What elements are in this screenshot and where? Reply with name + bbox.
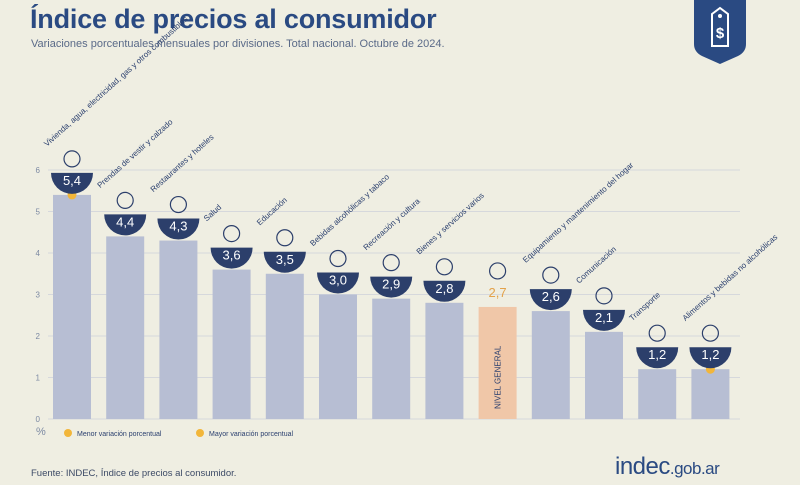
- category-label: Recreación y cultura: [362, 196, 423, 252]
- brand-main: indec: [615, 453, 670, 480]
- legend: Menor variación porcentual Mayor variaci…: [64, 429, 293, 438]
- value-label: 1,2: [648, 347, 666, 362]
- y-tick-label: 4: [36, 249, 41, 258]
- value-label: 1,2: [701, 347, 719, 362]
- category-label: NIVEL GENERAL: [494, 345, 503, 409]
- value-label: 2,8: [435, 281, 453, 296]
- bar: [265, 273, 304, 419]
- category-icon: [223, 225, 241, 243]
- y-tick-label: 6: [36, 166, 41, 175]
- source-note: Fuente: INDEC, Índice de precios al cons…: [31, 468, 237, 479]
- category-icon: [63, 150, 81, 168]
- category-label: Bienes y servicios varios: [415, 191, 486, 256]
- bar: [319, 294, 357, 419]
- bars: [53, 194, 730, 419]
- y-axis-unit: %: [36, 426, 46, 438]
- brand-suffix: .gob.ar: [669, 459, 720, 478]
- y-tick-label: 3: [36, 291, 41, 300]
- category-icon: [169, 195, 187, 214]
- category-icon: [542, 266, 560, 284]
- category-icon: [648, 324, 666, 342]
- bar: [53, 194, 91, 419]
- y-tick-label: 1: [36, 374, 41, 383]
- category-icon: [489, 262, 507, 280]
- value-label: 3,5: [276, 252, 294, 267]
- value-bubbles: 5,4 4,4 4,3 3,6 3,5 3,0 2,9 2,8 2,7 2,6 2,1 1,2 1,2: [51, 150, 732, 369]
- bar: [212, 269, 251, 419]
- category-label: Salud: [202, 203, 223, 223]
- value-bubble: [370, 276, 413, 298]
- value-label: 2,6: [542, 289, 560, 304]
- value-bubble: [689, 347, 732, 369]
- value-bubble: [210, 247, 253, 269]
- bar: [159, 240, 198, 419]
- y-axis-ticks: 0 1 2 3 4 5 6: [36, 166, 41, 424]
- y-tick-label: 2: [36, 332, 41, 341]
- bar: [585, 331, 623, 419]
- value-bubble: [636, 347, 679, 369]
- bar: [531, 311, 570, 419]
- value-label: 2,9: [382, 277, 400, 292]
- value-label: 4,4: [116, 214, 134, 229]
- category-icon: [116, 191, 134, 209]
- value-bubble: [104, 214, 147, 236]
- category-label: Alimentos y bebidas no alcohólicas: [681, 233, 780, 323]
- page-title: Índice de precios al consumidor: [30, 4, 437, 34]
- category-icon: [276, 229, 294, 247]
- category-icon: [382, 254, 400, 272]
- category-label: Restaurantes y hoteles: [149, 133, 216, 194]
- price-tag-badge-icon: $: [694, 0, 746, 64]
- legend-max-label: Mayor variación porcentual: [209, 431, 293, 438]
- svg-text:$: $: [716, 25, 725, 42]
- category-icon: [435, 258, 453, 276]
- value-label: 3,6: [223, 248, 241, 263]
- value-bubble: [263, 251, 306, 273]
- value-label: 4,3: [169, 219, 187, 234]
- y-tick-label: 0: [36, 415, 41, 424]
- bar: [106, 236, 145, 419]
- y-tick-label: 5: [36, 208, 41, 217]
- value-bubble: [317, 272, 359, 294]
- bar: [425, 302, 464, 419]
- value-bubble: [529, 289, 572, 311]
- value-bubble: [157, 218, 200, 240]
- value-bubble: [51, 172, 93, 194]
- category-icon: [595, 287, 613, 305]
- bar: [478, 306, 517, 419]
- legend-min-marker: [64, 429, 72, 437]
- brand-logo: indec.gob.ar: [615, 453, 720, 481]
- value-label: 5,4: [63, 173, 81, 188]
- bar: [638, 369, 677, 419]
- value-label: 3,0: [329, 273, 347, 288]
- category-icon: [701, 324, 720, 342]
- bar: [691, 369, 730, 419]
- value-bubble: [583, 309, 625, 331]
- value-label: 2,7: [489, 285, 507, 300]
- value-label: 2,1: [595, 310, 613, 325]
- category-label: Comunicación: [574, 245, 618, 286]
- legend-min-label: Menor variación porcentual: [77, 431, 162, 438]
- value-bubble: [423, 280, 466, 302]
- category-label: Equipamiento y mantenimiento del hogar: [521, 160, 635, 264]
- legend-max-marker: [196, 429, 204, 437]
- bar: [372, 298, 411, 419]
- page-subtitle: Variaciones porcentuales mensuales por d…: [31, 38, 445, 50]
- category-icon: [329, 249, 347, 268]
